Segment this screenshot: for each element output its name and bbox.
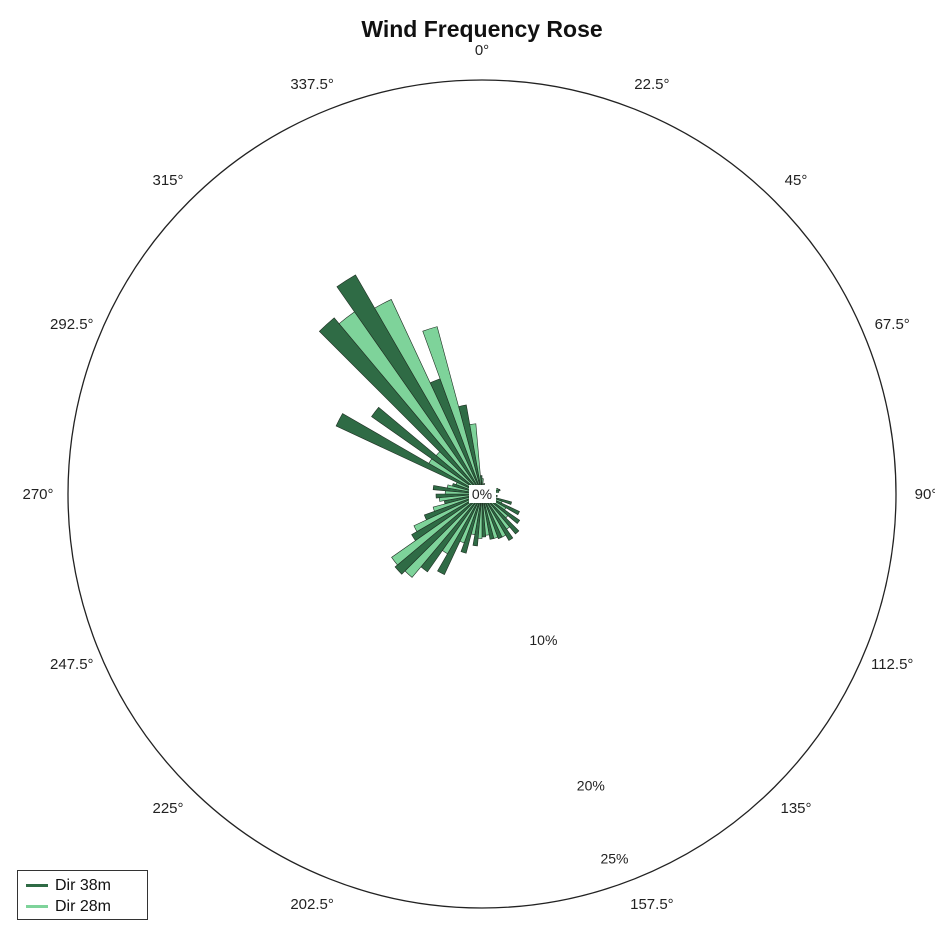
direction-label: 45° (785, 172, 808, 189)
sector-dir-28m-220 (404, 493, 483, 578)
outer-ring (67, 79, 897, 909)
sector-dir-28m-170 (481, 493, 490, 536)
sector-dir-28m-300 (428, 458, 483, 495)
direction-label: 90° (915, 486, 935, 503)
direction-label: 315° (152, 172, 183, 189)
legend-swatch-dir-38m (26, 884, 48, 887)
sector-dir-28m-310 (435, 451, 483, 495)
sector-dir-28m-350 (469, 423, 483, 495)
direction-label: 135° (780, 800, 811, 817)
chart-title: Wind Frequency Rose (361, 16, 602, 42)
sector-dir-38m-320 (318, 317, 483, 495)
legend-item-dir-28m: Dir 28m (26, 896, 139, 917)
legend: Dir 38m Dir 28m (17, 870, 148, 920)
sector-dir-28m-190 (470, 493, 483, 536)
legend-label-dir-38m: Dir 38m (55, 876, 112, 894)
direction-label: 22.5° (634, 76, 669, 93)
sector-dir-28m-180 (477, 493, 483, 539)
radial-label: 20% (577, 778, 605, 794)
legend-swatch-dir-28m (26, 905, 48, 908)
radial-label: 0% (472, 486, 492, 502)
center-label-bg (469, 485, 496, 503)
radial-labels: 0% 10% 20% 25% (469, 485, 629, 867)
sector-dir-28m-340 (422, 326, 483, 495)
direction-label: 112.5° (871, 656, 913, 673)
sector-dir-28m-150 (481, 493, 507, 538)
direction-label: 225° (152, 800, 183, 817)
sector-dir-28m-320 (338, 311, 483, 495)
rose-sectors (318, 274, 521, 578)
sector-dir-28m-330 (374, 299, 483, 495)
legend-item-dir-38m: Dir 38m (26, 875, 139, 896)
sector-dir-38m-150 (481, 493, 514, 541)
direction-label: 157.5° (630, 896, 674, 913)
sector-dir-28m-240 (413, 493, 483, 532)
radial-label: 25% (600, 851, 628, 867)
sector-dir-38m-300 (335, 413, 483, 495)
direction-label: 337.5° (290, 76, 334, 93)
sector-dir-38m-140 (481, 493, 520, 535)
sector-dir-38m-310 (371, 406, 483, 495)
sector-dir-28m-160 (481, 493, 499, 539)
direction-labels: 0°22.5°45°67.5°90°112.5°135°157.5°180°20… (22, 42, 935, 913)
direction-label: 247.5° (50, 656, 94, 673)
sector-dir-38m-230 (394, 493, 483, 575)
radial-label: 10% (529, 632, 557, 648)
legend-label-dir-28m: Dir 28m (55, 897, 112, 915)
sector-dir-28m-200 (459, 493, 483, 544)
sector-dir-28m-210 (442, 493, 483, 555)
direction-label: 292.5° (50, 316, 94, 333)
direction-label: 202.5° (290, 896, 334, 913)
direction-label: 270° (22, 486, 53, 503)
direction-label: 67.5° (875, 316, 910, 333)
sector-dir-28m-230 (391, 493, 483, 566)
direction-label: 0° (475, 42, 489, 59)
sector-dir-38m-330 (336, 274, 483, 495)
sector-dir-38m-210 (437, 493, 483, 575)
